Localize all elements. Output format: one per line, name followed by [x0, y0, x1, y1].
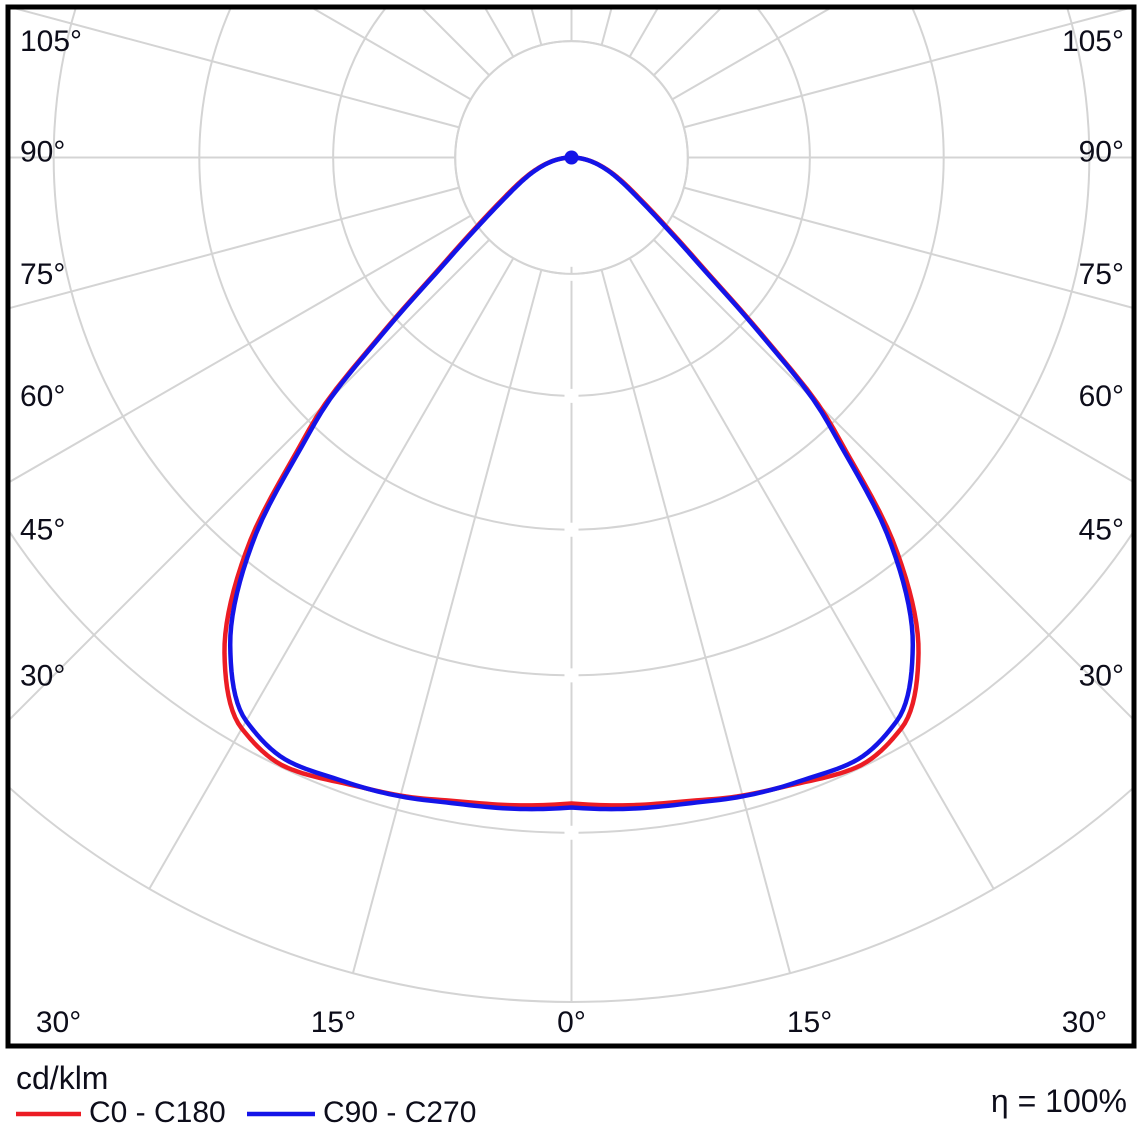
svg-text:90°: 90° — [20, 135, 65, 168]
svg-text:30°: 30° — [1062, 1006, 1107, 1039]
svg-text:30°: 30° — [36, 1006, 81, 1039]
svg-text:45°: 45° — [1079, 514, 1124, 547]
svg-text:75°: 75° — [1079, 258, 1124, 291]
svg-text:75°: 75° — [20, 258, 65, 291]
svg-text:30°: 30° — [1079, 659, 1124, 692]
svg-text:C0 - C180: C0 - C180 — [89, 1096, 226, 1129]
svg-text:60°: 60° — [20, 380, 65, 413]
svg-text:90°: 90° — [1079, 135, 1124, 168]
svg-text:45°: 45° — [20, 514, 65, 547]
svg-text:105°: 105° — [1062, 25, 1124, 58]
svg-text:C90 - C270: C90 - C270 — [323, 1096, 476, 1129]
svg-text:60°: 60° — [1079, 380, 1124, 413]
svg-text:cd/klm: cd/klm — [16, 1060, 108, 1096]
svg-text:0°: 0° — [557, 1006, 586, 1039]
svg-text:η = 100%: η = 100% — [991, 1083, 1127, 1119]
svg-text:15°: 15° — [787, 1006, 832, 1039]
svg-text:30°: 30° — [20, 659, 65, 692]
svg-text:105°: 105° — [20, 25, 82, 58]
svg-text:15°: 15° — [311, 1006, 356, 1039]
